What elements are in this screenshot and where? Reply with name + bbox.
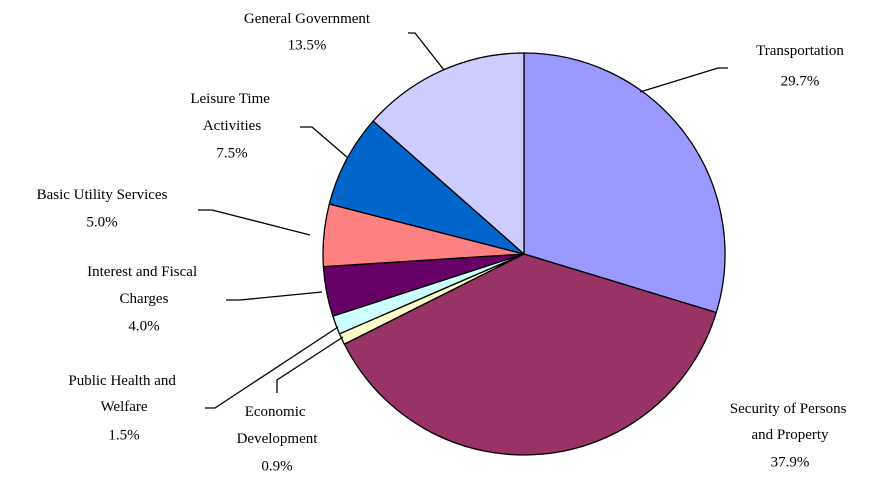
pie-slice [523, 52, 726, 314]
leader-line [198, 209, 311, 236]
slice-value-label: 5.0% [86, 214, 117, 230]
slice-label: Economic Development [237, 404, 319, 447]
slice-value-label: 37.9% [771, 454, 810, 470]
slice-label: Leisure Time Activities [190, 91, 273, 134]
slice-value-label: 1.5% [108, 427, 139, 443]
leader-line [276, 336, 344, 393]
slice-label: General Government [244, 11, 371, 27]
pie-slice [328, 120, 525, 255]
slice-label: Public Health and Welfare [68, 373, 179, 415]
slice-value-label: 7.5% [216, 145, 247, 161]
leader-line [408, 32, 445, 71]
leader-line [226, 291, 323, 301]
leader-line [205, 326, 339, 409]
slice-label: Security of Persons and Property [730, 401, 850, 443]
pie-slice [343, 253, 718, 456]
slice-label: Interest and Fiscal Charges [87, 264, 201, 307]
slice-value-label: 13.5% [288, 37, 327, 53]
slice-value-label: 4.0% [128, 318, 159, 334]
leader-line [300, 126, 349, 159]
slice-label: Transportation [756, 43, 844, 59]
slice-label: Basic Utility Services [37, 187, 168, 203]
slice-value-label: 29.7% [781, 73, 820, 89]
leader-line [639, 67, 728, 93]
pie-slice [372, 52, 525, 256]
slice-value-label: 0.9% [261, 458, 292, 474]
